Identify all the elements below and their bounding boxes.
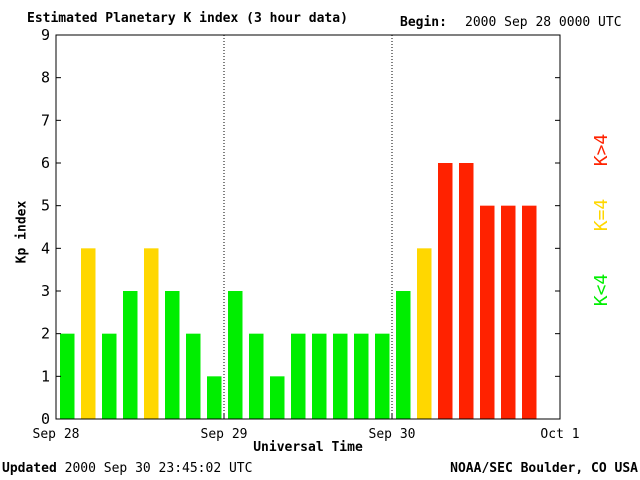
bar-0 <box>60 333 75 419</box>
bar-4 <box>144 248 159 419</box>
y-tick-label: 0 <box>41 410 50 428</box>
bars-group <box>60 163 537 419</box>
footer-source: NOAA/SEC Boulder, CO USA <box>450 461 638 476</box>
bar-3 <box>123 291 138 419</box>
bar-15 <box>375 333 390 419</box>
y-tick-label: 8 <box>41 69 50 87</box>
bar-21 <box>501 205 516 419</box>
legend-high: K>4 <box>591 133 612 167</box>
footer-updated-label: Updated <box>2 461 57 476</box>
footer-updated-value: 2000 Sep 30 23:45:02 UTC <box>64 461 253 476</box>
y-axis: 0 1 2 3 4 5 6 7 8 9 <box>41 26 560 428</box>
y-tick-label: 6 <box>41 154 50 172</box>
bar-18 <box>438 163 453 419</box>
begin-value: 2000 Sep 28 0000 UTC <box>465 15 622 30</box>
bar-8 <box>228 291 243 419</box>
bar-7 <box>207 376 222 419</box>
chart-title: Estimated Planetary K index (3 hour data… <box>27 11 348 26</box>
y-tick-label: 3 <box>41 282 50 300</box>
bar-13 <box>333 333 348 419</box>
bar-22 <box>522 205 537 419</box>
x-tick-label: Oct 1 <box>540 427 579 442</box>
bar-20 <box>480 205 495 419</box>
bar-11 <box>291 333 306 419</box>
y-axis-label: Kp index <box>14 200 30 264</box>
bar-2 <box>102 333 117 419</box>
begin-label: Begin: <box>400 15 447 30</box>
y-tick-label: 9 <box>41 26 50 44</box>
bar-9 <box>249 333 264 419</box>
bar-16 <box>396 291 411 419</box>
bar-12 <box>312 333 327 419</box>
plot-frame <box>55 34 561 420</box>
bar-1 <box>81 248 96 419</box>
y-tick-label: 4 <box>41 239 50 257</box>
x-tick-label: Sep 30 <box>369 427 416 442</box>
x-tick-label: Sep 28 <box>33 427 80 442</box>
legend-mid: K=4 <box>591 198 612 232</box>
day-separators <box>223 35 393 419</box>
y-tick-label: 2 <box>41 325 50 343</box>
bar-19 <box>459 163 474 419</box>
bar-6 <box>186 333 201 419</box>
x-axis-label: Universal Time <box>253 440 363 455</box>
y-tick-label: 7 <box>41 111 50 129</box>
bar-14 <box>354 333 369 419</box>
legend-low: K<4 <box>591 273 612 307</box>
bar-17 <box>417 248 432 419</box>
x-axis: Sep 28 Sep 29 Sep 30 Oct 1 <box>33 414 580 442</box>
x-tick-label: Sep 29 <box>201 427 248 442</box>
footer-updated: Updated 2000 Sep 30 23:45:02 UTC <box>2 461 252 476</box>
y-tick-label: 5 <box>41 197 50 215</box>
bar-10 <box>270 376 285 419</box>
y-tick-label: 1 <box>41 367 50 385</box>
bar-5 <box>165 291 180 419</box>
